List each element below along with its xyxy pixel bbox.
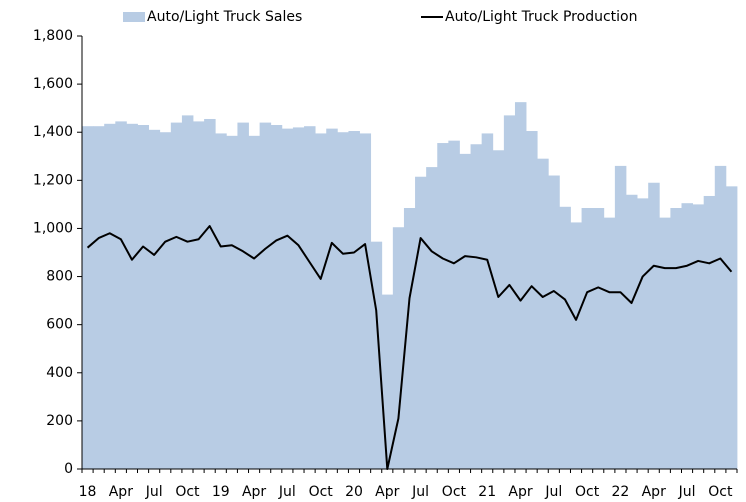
x-tick-label: Jul [145, 484, 163, 500]
bar [93, 126, 105, 469]
y-tick-label: 0 [64, 461, 73, 477]
bar [481, 133, 494, 470]
bar [281, 128, 294, 469]
bar [559, 206, 571, 470]
x-tick-label: 19 [212, 484, 230, 500]
x-tick-label: Oct [708, 484, 733, 500]
y-tick-label: 400 [46, 365, 73, 381]
bar [581, 207, 594, 469]
y-tick-label: 1,400 [33, 124, 73, 140]
x-tick-label: Apr [375, 484, 399, 500]
bar [193, 121, 205, 470]
x-tick-label: 21 [478, 484, 496, 500]
x-tick-label: 20 [345, 484, 363, 500]
bar [215, 133, 227, 470]
bar [603, 217, 616, 469]
bar [115, 121, 127, 470]
bar [359, 133, 372, 470]
bar [348, 131, 360, 469]
x-tick-label: Jul [411, 484, 429, 500]
bar [237, 122, 249, 469]
bar [204, 118, 216, 469]
bar [82, 126, 94, 469]
x-tick-label: 22 [612, 484, 630, 500]
x-tick-label: 18 [79, 484, 97, 500]
bar [514, 102, 527, 470]
legend-label: Auto/Light Truck Sales [147, 9, 302, 25]
bar [159, 132, 172, 469]
bar [181, 115, 194, 469]
x-tick-label: Jul [544, 484, 562, 500]
bar [248, 135, 261, 469]
y-tick-label: 200 [46, 413, 73, 429]
bar [637, 198, 649, 469]
bar [370, 241, 383, 469]
bar [692, 204, 705, 469]
bar [570, 222, 582, 469]
bar [537, 158, 549, 469]
x-tick-label: Oct [309, 484, 334, 500]
bar [337, 132, 349, 469]
bar [170, 122, 183, 469]
line [86, 225, 733, 470]
bar [459, 153, 471, 469]
x-tick-label: Jul [278, 484, 296, 500]
bar [148, 129, 161, 470]
bar [137, 125, 150, 469]
x-tick-label: Apr [508, 484, 532, 500]
bar [448, 140, 460, 469]
x-tick-label: Oct [575, 484, 600, 500]
bar [403, 207, 416, 469]
y-tick-label: 1,600 [33, 76, 73, 92]
bar [714, 165, 727, 469]
bar [703, 195, 716, 469]
y-tick-label: 600 [46, 317, 73, 333]
bar [670, 207, 682, 469]
bar [126, 123, 138, 469]
x-tick-label: Apr [109, 484, 133, 500]
bar [503, 115, 516, 469]
bar [681, 203, 693, 470]
legend-swatch [123, 12, 145, 22]
bar [304, 126, 316, 469]
bar [104, 123, 116, 469]
x-tick-label: Oct [175, 484, 200, 500]
bar [437, 143, 449, 469]
bar [292, 127, 305, 470]
legend-label: Auto/Light Truck Production [445, 9, 637, 25]
bar [326, 128, 338, 469]
x-tick-label: Oct [442, 484, 467, 500]
bar [259, 122, 272, 469]
x-tick-label: Jul [678, 484, 696, 500]
x-tick-label: Apr [642, 484, 666, 500]
bar [648, 182, 660, 469]
bar [548, 175, 560, 469]
bar [470, 144, 483, 469]
bar [392, 227, 405, 469]
y-tick-label: 1,800 [33, 28, 73, 44]
y-tick-label: 800 [46, 269, 73, 285]
bar [625, 194, 638, 469]
bar [614, 165, 627, 469]
y-tick-label: 1,200 [33, 172, 73, 188]
bar [492, 150, 505, 469]
bar [226, 135, 238, 469]
bar [659, 217, 671, 469]
bar [526, 131, 538, 469]
x-tick-label: Apr [242, 484, 266, 500]
y-tick-label: 1,000 [33, 220, 73, 236]
bar [381, 294, 394, 469]
bar [270, 125, 283, 469]
bar [725, 186, 738, 469]
bar [315, 133, 327, 470]
bar [592, 207, 605, 469]
bar [426, 167, 438, 469]
bar [415, 176, 427, 469]
